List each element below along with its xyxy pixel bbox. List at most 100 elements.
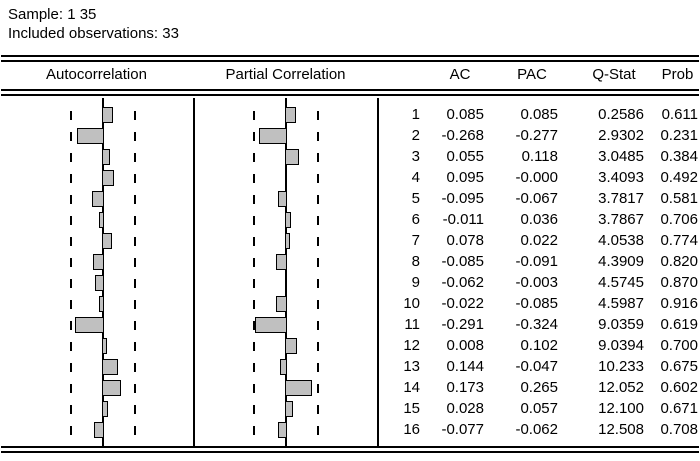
pac-upper-bound-dash [317, 237, 319, 246]
correlogram-row: 12 0.008 0.102 9.0394 0.700 [0, 336, 700, 357]
qstat-cell: 12.052 [598, 379, 644, 396]
ac-bar [94, 422, 104, 438]
pac-lower-bound-dash [253, 321, 255, 330]
lag-cell: 12 [403, 337, 420, 354]
pac-upper-bound-dash [317, 258, 319, 267]
pac-bar [280, 359, 287, 375]
qstat-cell: 9.0359 [598, 316, 644, 333]
correlogram-row: 9 -0.062 -0.003 4.5745 0.870 [0, 273, 700, 294]
qstat-cell: 10.233 [598, 358, 644, 375]
pac-bar [285, 149, 299, 165]
ac-lower-bound-dash [70, 342, 72, 351]
pac-lower-bound-dash [253, 237, 255, 246]
bottom-rule [1, 446, 699, 453]
ac-cell: -0.085 [441, 253, 484, 270]
pac-bar [285, 107, 296, 123]
correlogram-row: 10 -0.022 -0.085 4.5987 0.916 [0, 294, 700, 315]
pac-cell: -0.324 [515, 316, 558, 333]
qstat-cell: 4.5987 [598, 295, 644, 312]
pac-cell: -0.091 [515, 253, 558, 270]
ac-upper-bound-dash [134, 111, 136, 120]
header-rule [1, 89, 699, 96]
pac-bar [278, 191, 287, 207]
ac-upper-bound-dash [134, 132, 136, 141]
ac-cell: 0.085 [446, 106, 484, 123]
correlogram-row: 2 -0.268 -0.277 2.9302 0.231 [0, 126, 700, 147]
lag-cell: 16 [403, 421, 420, 438]
ac-upper-bound-dash [134, 405, 136, 414]
ac-cell: -0.022 [441, 295, 484, 312]
ac-lower-bound-dash [70, 153, 72, 162]
lag-cell: 3 [411, 148, 420, 165]
prob-cell: 0.384 [660, 148, 698, 165]
qstat-cell: 4.3909 [598, 253, 644, 270]
ac-cell: 0.008 [446, 337, 484, 354]
pac-lower-bound-dash [253, 342, 255, 351]
pac-cell: 0.265 [520, 379, 558, 396]
ac-lower-bound-dash [70, 279, 72, 288]
ac-lower-bound-dash [70, 237, 72, 246]
pac-upper-bound-dash [317, 153, 319, 162]
correlogram-row: 15 0.028 0.057 12.100 0.671 [0, 399, 700, 420]
ac-bar [102, 401, 108, 417]
qstat-cell: 3.7867 [598, 211, 644, 228]
pac-upper-bound-dash [317, 342, 319, 351]
lag-cell: 6 [411, 211, 420, 228]
qstat-cell: 2.9302 [598, 127, 644, 144]
pac-bar [276, 296, 287, 312]
ac-cell: 0.144 [446, 358, 484, 375]
lag-cell: 13 [403, 358, 420, 375]
pac-upper-bound-dash [317, 321, 319, 330]
qstat-cell: 9.0394 [598, 337, 644, 354]
pac-lower-bound-dash [253, 405, 255, 414]
ac-cell: -0.011 [442, 211, 484, 228]
correlogram-body: 1 0.085 0.085 0.2586 0.611 2 -0.268 -0.277 2.930… [0, 98, 700, 446]
ac-upper-bound-dash [134, 258, 136, 267]
correlogram-row: 7 0.078 0.022 4.0538 0.774 [0, 231, 700, 252]
qstat-cell: 3.7817 [598, 190, 644, 207]
ac-upper-bound-dash [134, 300, 136, 309]
qstat-cell: 0.2586 [598, 106, 644, 123]
correlogram-row: 8 -0.085 -0.091 4.3909 0.820 [0, 252, 700, 273]
lag-cell: 10 [403, 295, 420, 312]
ac-bar [102, 233, 112, 249]
lag-cell: 14 [403, 379, 420, 396]
partial-correlation-header: Partial Correlation [225, 66, 346, 83]
pac-zero-axis [285, 98, 287, 446]
lag-cell: 9 [411, 274, 420, 291]
ac-bar [102, 149, 110, 165]
pac-bar [285, 401, 293, 417]
title-block: Sample: 1 35 Included observations: 33 [8, 5, 179, 43]
pac-cell: 0.057 [520, 400, 558, 417]
lag-cell: 1 [411, 106, 420, 123]
ac-bar [92, 191, 104, 207]
qstat-cell: 3.4093 [598, 169, 644, 186]
prob-cell: 0.706 [660, 211, 698, 228]
ac-upper-bound-dash [134, 237, 136, 246]
correlogram-row: 3 0.055 0.118 3.0485 0.384 [0, 147, 700, 168]
pac-cell: -0.067 [515, 190, 558, 207]
pac-cell: -0.000 [515, 169, 558, 186]
ac-cell: 0.055 [446, 148, 484, 165]
ac-lower-bound-dash [70, 426, 72, 435]
ac-upper-bound-dash [134, 384, 136, 393]
ac-cell: 0.078 [446, 232, 484, 249]
correlogram-row: 5 -0.095 -0.067 3.7817 0.581 [0, 189, 700, 210]
ac-lower-bound-dash [70, 195, 72, 204]
pac-upper-bound-dash [317, 384, 319, 393]
pac-lower-bound-dash [253, 426, 255, 435]
ac-lower-bound-dash [70, 300, 72, 309]
pac-cell: -0.277 [515, 127, 558, 144]
qstat-cell: 3.0485 [598, 148, 644, 165]
ac-bar [99, 212, 104, 228]
ac-lower-bound-dash [70, 216, 72, 225]
ac-bar [102, 170, 114, 186]
correlogram-row: 4 0.095 -0.000 3.4093 0.492 [0, 168, 700, 189]
ac-upper-bound-dash [134, 195, 136, 204]
lag-cell: 2 [411, 127, 420, 144]
qstat-cell: 4.5745 [598, 274, 644, 291]
observations-label: Included observations: 33 [8, 25, 179, 42]
correlogram-row: 11 -0.291 -0.324 9.0359 0.619 [0, 315, 700, 336]
ac-upper-bound-dash [134, 426, 136, 435]
